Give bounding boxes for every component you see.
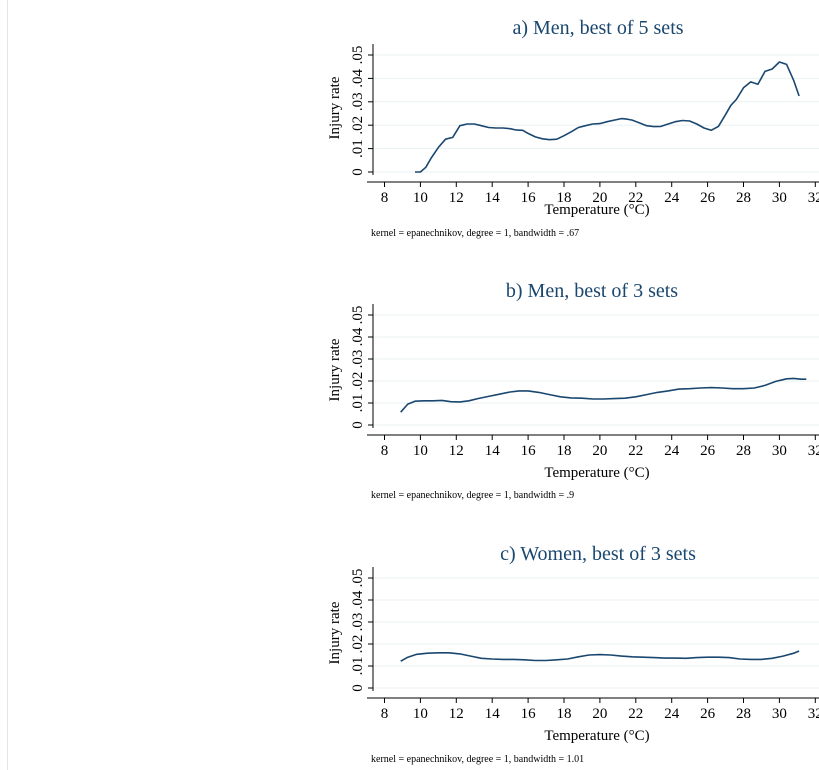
x-tick-label: 10	[413, 443, 428, 459]
x-tick-label: 22	[628, 443, 643, 459]
y-tick-label: .02	[350, 116, 366, 135]
x-tick-label: 22	[628, 190, 643, 206]
chart-note: kernel = epanechnikov, degree = 1, bandw…	[371, 228, 579, 239]
x-tick-label: 18	[557, 190, 572, 206]
y-tick-label: .03	[350, 350, 366, 369]
x-tick-label: 28	[736, 190, 751, 206]
x-tick-label: 26	[700, 706, 716, 722]
y-tick-label: 0	[350, 421, 366, 429]
y-tick-label: .02	[350, 635, 366, 654]
y-tick-label: .05	[350, 569, 366, 588]
x-tick-label: 12	[449, 443, 464, 459]
x-tick-label: 16	[521, 443, 537, 459]
x-tick-label: 12	[449, 706, 464, 722]
x-tick-label: 20	[592, 443, 607, 459]
y-tick-label: .03	[350, 92, 366, 111]
y-tick-label: .04	[350, 69, 366, 88]
y-tick-label: 0	[350, 168, 366, 176]
chart-title: b) Men, best of 3 sets	[506, 280, 678, 302]
x-tick-label: 32	[808, 443, 819, 459]
y-tick-label: .01	[350, 657, 366, 676]
x-tick-label: 10	[413, 190, 428, 206]
chart-note: kernel = epanechnikov, degree = 1, bandw…	[371, 490, 574, 501]
x-tick-label: 24	[664, 190, 680, 206]
chart-note: kernel = epanechnikov, degree = 1, bandw…	[371, 754, 584, 765]
page-divider	[7, 0, 8, 770]
chart-title: a) Men, best of 5 sets	[512, 17, 683, 39]
y-tick-label: .04	[350, 590, 366, 609]
x-tick-label: 28	[736, 706, 751, 722]
x-tick-label: 20	[592, 190, 607, 206]
y-tick-label: 0	[350, 684, 366, 692]
x-tick-label: 14	[485, 706, 501, 722]
x-tick-label: 30	[772, 706, 787, 722]
chart-panel-a: a) Men, best of 5 sets Temperature (°C) …	[327, 17, 819, 239]
x-tick-label: 26	[700, 443, 716, 459]
x-tick-label: 24	[664, 706, 680, 722]
x-axis-label: Temperature (°C)	[544, 465, 649, 481]
x-tick-label: 32	[808, 706, 819, 722]
x-tick-label: 18	[557, 443, 572, 459]
series-line	[400, 377, 807, 413]
x-tick-label: 18	[557, 706, 572, 722]
x-tick-label: 26	[700, 190, 716, 206]
x-tick-label: 20	[592, 706, 607, 722]
chart-title: c) Women, best of 3 sets	[500, 543, 696, 565]
y-axis-label: Injury rate	[327, 601, 343, 664]
y-axis-label: Injury rate	[327, 338, 343, 401]
x-tick-label: 30	[772, 190, 787, 206]
chart-panel-b: b) Men, best of 3 sets Temperature (°C) …	[327, 280, 819, 501]
y-tick-label: .05	[350, 306, 366, 325]
x-tick-label: 14	[485, 190, 501, 206]
x-tick-label: 16	[521, 190, 537, 206]
x-tick-label: 16	[521, 706, 537, 722]
x-tick-label: 28	[736, 443, 751, 459]
x-tick-label: 22	[628, 706, 643, 722]
y-axis-label: Injury rate	[327, 76, 343, 139]
x-axis-label: Temperature (°C)	[544, 202, 649, 218]
x-tick-label: 8	[381, 443, 389, 459]
x-tick-label: 32	[808, 190, 819, 206]
y-tick-label: .05	[350, 46, 366, 65]
chart-panel-c: c) Women, best of 3 sets Temperature (°C…	[327, 543, 819, 765]
y-tick-label: .03	[350, 613, 366, 632]
x-axis-label: Temperature (°C)	[544, 728, 649, 744]
series-line	[415, 61, 800, 173]
x-tick-label: 30	[772, 443, 787, 459]
series-line	[400, 650, 800, 662]
x-tick-label: 8	[381, 706, 389, 722]
x-tick-label: 24	[664, 443, 680, 459]
y-tick-label: .04	[350, 327, 366, 346]
y-tick-label: .01	[350, 139, 366, 158]
y-tick-label: .01	[350, 394, 366, 413]
x-tick-label: 10	[413, 706, 428, 722]
x-tick-label: 8	[381, 190, 389, 206]
y-tick-label: .02	[350, 372, 366, 391]
x-tick-label: 12	[449, 190, 464, 206]
x-tick-label: 14	[485, 443, 501, 459]
